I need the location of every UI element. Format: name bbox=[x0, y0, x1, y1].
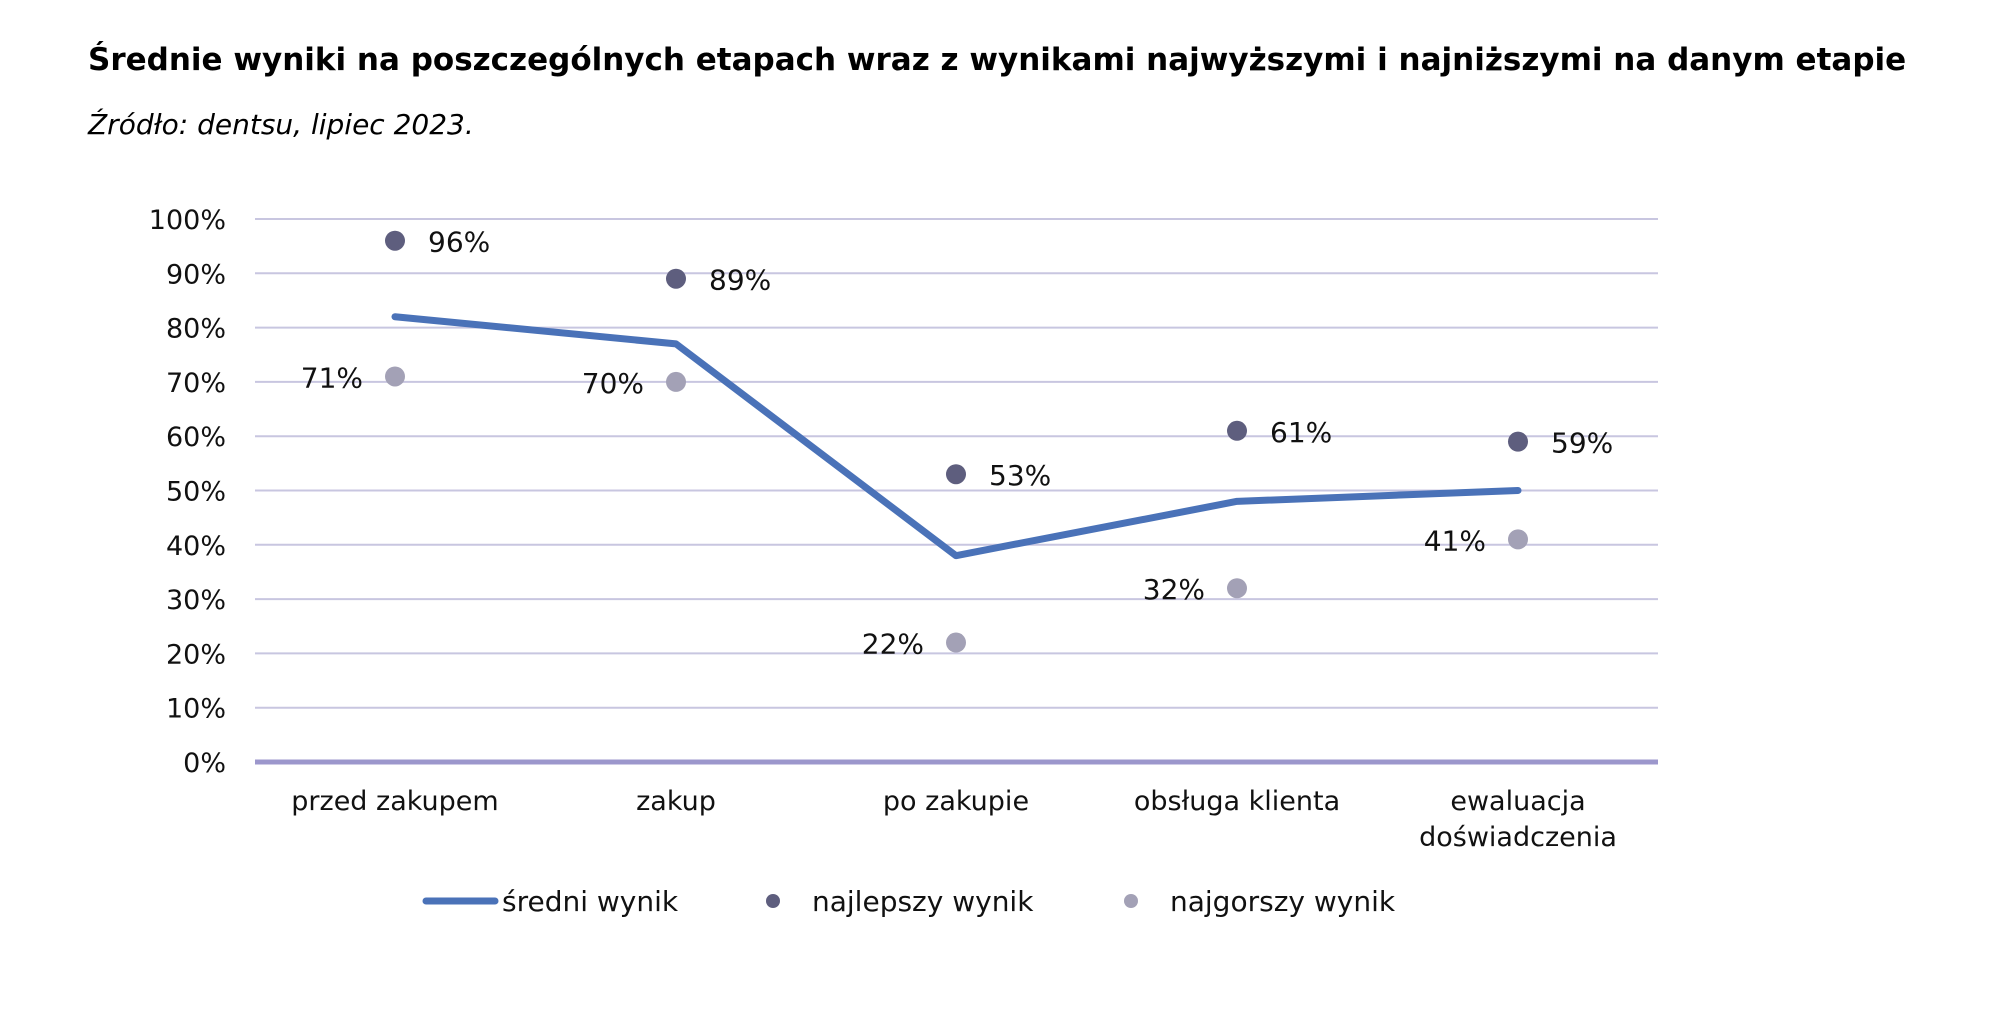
point-best bbox=[946, 464, 966, 485]
legend-label-best: najlepszy wynik bbox=[812, 885, 1034, 918]
y-tick-label: 60% bbox=[166, 422, 226, 453]
y-tick-label: 10% bbox=[166, 694, 226, 725]
data-label-worst: 71% bbox=[301, 361, 363, 394]
data-label-worst: 70% bbox=[582, 367, 644, 400]
x-tick-label: ewaluacja bbox=[1450, 786, 1585, 817]
chart-title: Średnie wyniki na poszczególnych etapach… bbox=[88, 42, 1907, 78]
point-worst bbox=[1227, 578, 1247, 599]
point-worst bbox=[946, 632, 966, 653]
y-tick-label: 40% bbox=[166, 531, 226, 562]
x-tick-label: po zakupie bbox=[883, 786, 1029, 817]
x-tick-label: doświadczenia bbox=[1419, 822, 1617, 853]
series-line-average bbox=[391, 313, 1522, 560]
point-best bbox=[385, 230, 405, 251]
y-tick-label: 50% bbox=[166, 477, 226, 508]
y-tick-label: 0% bbox=[183, 748, 226, 779]
x-tick-label: przed zakupem bbox=[291, 786, 498, 817]
y-tick-label: 30% bbox=[166, 585, 226, 616]
y-tick-label: 100% bbox=[149, 205, 226, 236]
point-worst bbox=[385, 366, 405, 387]
x-tick-label: zakup bbox=[636, 786, 716, 817]
y-tick-label: 20% bbox=[166, 639, 226, 670]
data-label-best: 96% bbox=[428, 226, 490, 259]
y-tick-label: 90% bbox=[166, 259, 226, 290]
data-label-best: 89% bbox=[709, 264, 771, 297]
point-best bbox=[666, 268, 686, 289]
x-tick-label: obsługa klienta bbox=[1134, 786, 1340, 817]
y-tick-label: 70% bbox=[166, 368, 226, 399]
data-label-best: 61% bbox=[1270, 416, 1332, 449]
legend-label-worst: najgorszy wynik bbox=[1170, 885, 1396, 918]
legend-swatch-worst bbox=[1124, 894, 1138, 908]
legend-swatch-best bbox=[766, 894, 780, 908]
legend-label-average: średni wynik bbox=[502, 885, 679, 918]
point-best bbox=[1227, 420, 1247, 441]
data-label-best: 53% bbox=[989, 459, 1051, 492]
point-best bbox=[1508, 431, 1528, 452]
data-label-worst: 22% bbox=[862, 628, 924, 661]
point-worst bbox=[1508, 529, 1528, 550]
data-label-worst: 41% bbox=[1424, 524, 1486, 557]
chart-subtitle: Źródło: dentsu, lipiec 2023. bbox=[88, 108, 474, 141]
y-tick-label: 80% bbox=[166, 314, 226, 345]
data-label-worst: 32% bbox=[1143, 573, 1205, 606]
data-label-best: 59% bbox=[1551, 427, 1613, 460]
point-worst bbox=[666, 371, 686, 392]
